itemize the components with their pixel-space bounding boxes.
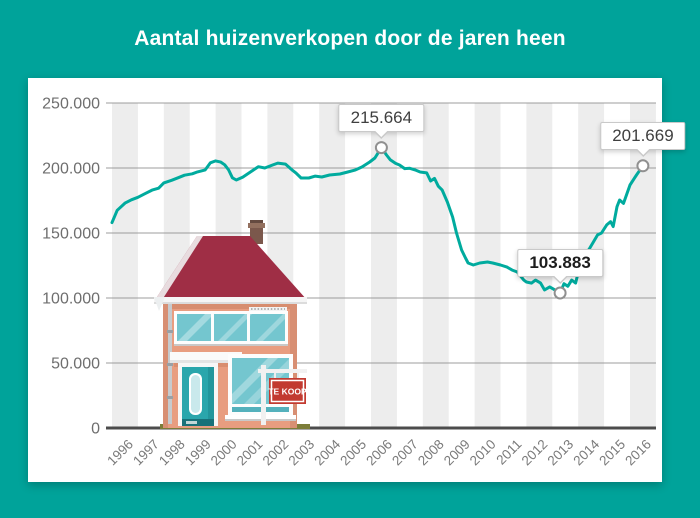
x-tick-label-2008: 2008 — [415, 437, 447, 469]
x-tick-label-1998: 1998 — [156, 437, 188, 469]
x-tick-label-2016: 2016 — [622, 437, 654, 469]
chart-title: Aantal huizenverkopen door de jaren heen — [134, 27, 566, 50]
x-tick-label-2000: 2000 — [208, 437, 240, 469]
x-tick-label-1999: 1999 — [182, 437, 214, 469]
x-tick-label-2006: 2006 — [363, 437, 395, 469]
x-tick-label-1997: 1997 — [130, 437, 162, 469]
annotation-tooltip-peak-2006: 215.664 — [338, 103, 425, 132]
house-door — [178, 363, 218, 426]
marker-215.664 — [374, 141, 388, 155]
x-tick-label-2001: 2001 — [234, 437, 266, 469]
annotation-value: 201.669 — [612, 125, 674, 145]
te-koop-sign: TE KOOP — [258, 365, 307, 425]
sales-line — [110, 146, 645, 295]
x-tick-label-2011: 2011 — [493, 437, 524, 468]
y-tick-label: 150.000 — [42, 226, 100, 243]
annotation-tooltip-end-2016: 201.669 — [600, 121, 686, 150]
y-tick-label: 0 — [91, 421, 100, 438]
annotation-tooltip-low-2013: 103.883 — [517, 248, 603, 277]
house-downspout — [167, 304, 173, 424]
x-tick-label-2015: 2015 — [596, 437, 628, 469]
x-tick-label-2010: 2010 — [467, 437, 499, 469]
year-band-2008 — [422, 103, 449, 428]
x-tick-label-2005: 2005 — [337, 437, 369, 469]
house-upper-window — [174, 307, 288, 346]
year-band-1996 — [112, 103, 138, 428]
year-band-2010 — [474, 103, 501, 428]
house-roof — [155, 236, 307, 300]
x-tick-label-2002: 2002 — [260, 437, 292, 469]
x-tick-label-2014: 2014 — [570, 436, 602, 468]
x-tick-label-2007: 2007 — [389, 437, 421, 469]
y-tick-label: 200.000 — [42, 161, 100, 178]
chart-card: 0 50.000 100.000 150.000 200.000 250.000 1996 1… — [28, 78, 662, 482]
house-illustration: TE KOOP — [154, 220, 310, 429]
chart-canvas: 050.000100.000150.000200.000250.00019961… — [42, 96, 656, 469]
x-tick-label-1996: 1996 — [104, 437, 136, 469]
year-band-2004 — [319, 103, 346, 428]
marker-201.669 — [636, 159, 650, 173]
line-layer — [110, 141, 650, 300]
year-band-2016 — [630, 103, 656, 428]
x-tick-label-2013: 2013 — [545, 437, 577, 469]
x-tick-label-2012: 2012 — [519, 437, 551, 469]
x-tick-label-2004: 2004 — [311, 436, 343, 468]
y-tick-label: 250.000 — [42, 96, 100, 113]
house-chimney — [248, 220, 265, 244]
y-tick-label: 100.000 — [42, 291, 100, 308]
y-tick-label: 50.000 — [51, 356, 100, 373]
x-tick-label-2009: 2009 — [441, 437, 473, 469]
annotation-value: 103.883 — [529, 252, 591, 272]
house-fascia — [154, 297, 307, 311]
annotation-value: 215.664 — [350, 107, 413, 127]
marker-103.883 — [553, 286, 567, 300]
x-tick-label-2003: 2003 — [286, 437, 318, 469]
te-koop-sign-label: TE KOOP — [268, 387, 307, 397]
upper-window-glare — [178, 314, 285, 341]
